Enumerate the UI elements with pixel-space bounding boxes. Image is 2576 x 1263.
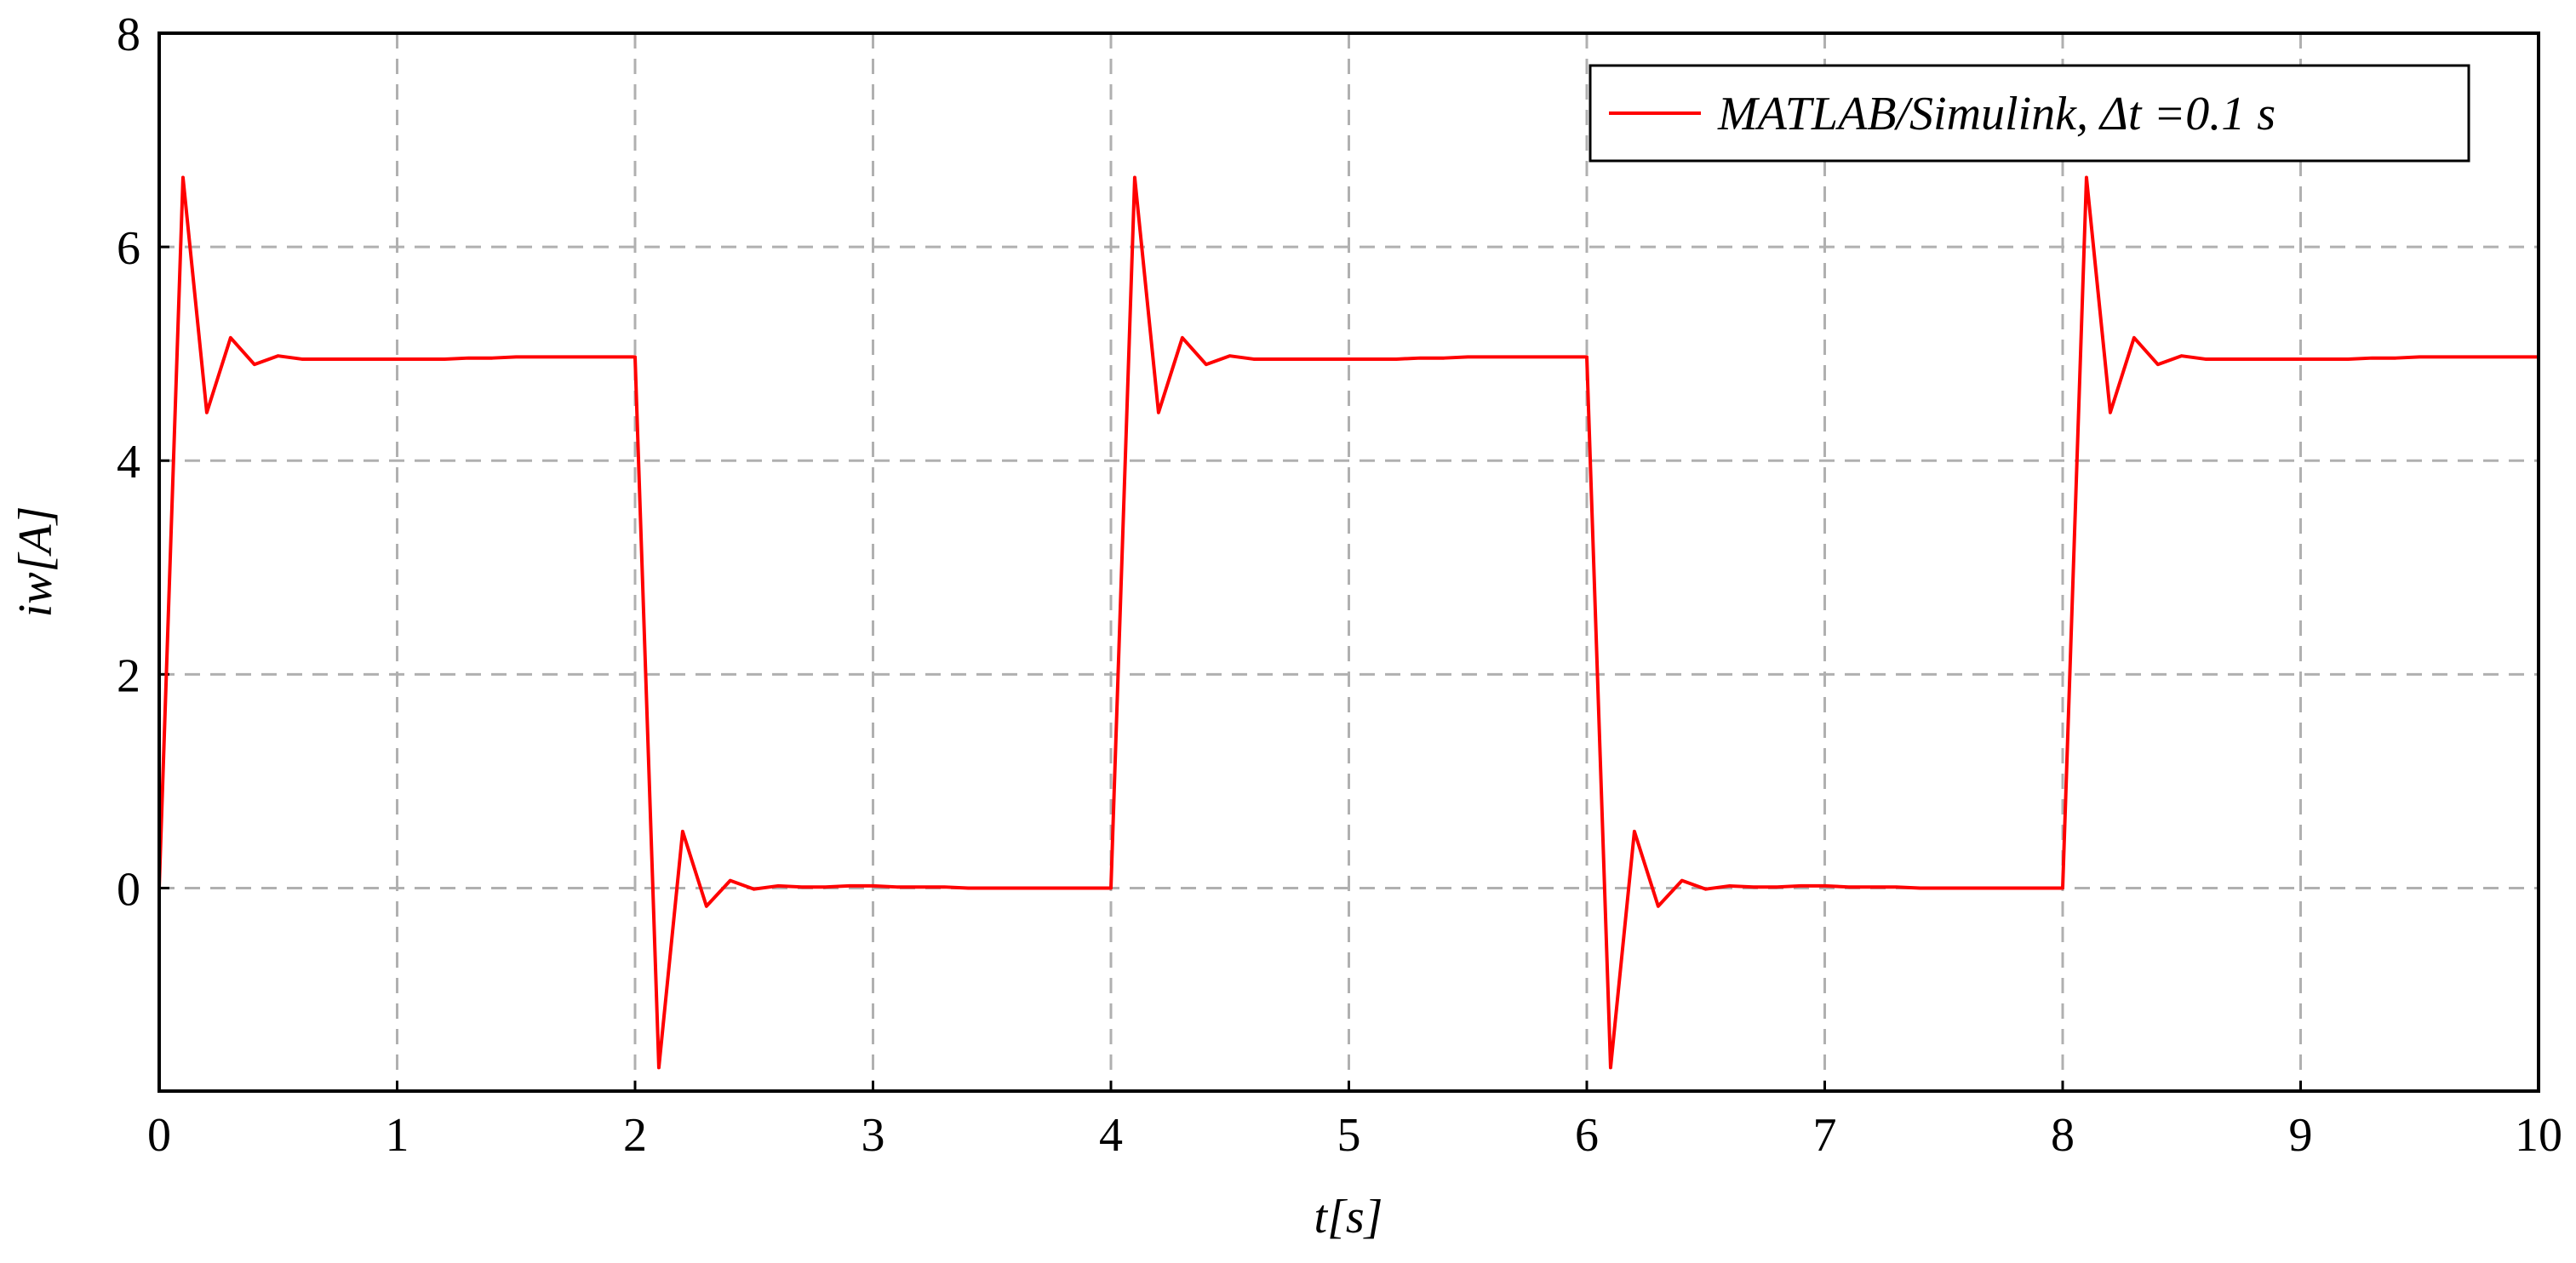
x-tick-label: 5 <box>1337 1109 1361 1162</box>
y-tick-label: 6 <box>117 222 140 275</box>
x-tick-label: 9 <box>2289 1109 2313 1162</box>
x-tick-label: 0 <box>147 1109 171 1162</box>
data-line <box>157 175 2539 1070</box>
y-tick-label: 4 <box>117 436 140 489</box>
plot-frame <box>157 31 2540 1093</box>
x-tick-label: 6 <box>1575 1109 1599 1162</box>
y-tick-label: 0 <box>117 863 140 916</box>
legend-box <box>1589 64 2470 163</box>
x-tick-label: 1 <box>386 1109 409 1162</box>
y-tick-label: 2 <box>117 649 140 702</box>
legend-label: MATLAB/Simulink, Δt =0.1 s <box>1717 88 2275 140</box>
x-tick-label: 8 <box>2051 1109 2075 1162</box>
x-tick-label: 10 <box>2515 1109 2562 1162</box>
y-tick-label: 8 <box>117 9 140 61</box>
x-tick-label: 3 <box>862 1109 885 1162</box>
x-tick-label: 7 <box>1813 1109 1837 1162</box>
x-axis-label: t[s] <box>1314 1191 1383 1243</box>
x-tick-label: 2 <box>623 1109 647 1162</box>
y-axis-label: iw[A] <box>9 506 62 618</box>
x-tick-label: 4 <box>1099 1109 1123 1162</box>
